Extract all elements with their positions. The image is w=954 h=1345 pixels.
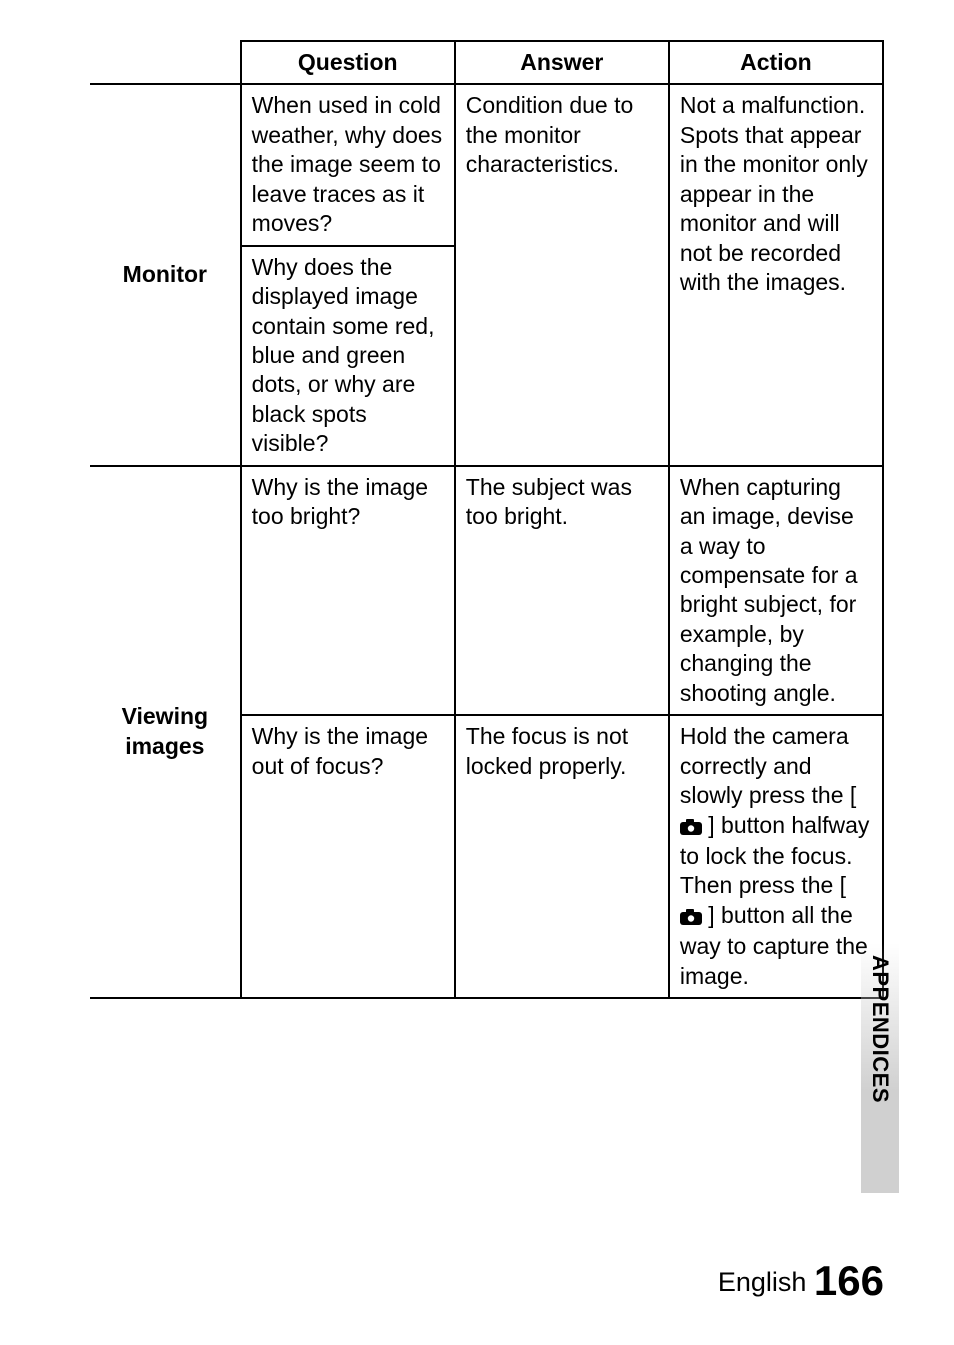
rowgroup-monitor: Monitor [90, 84, 241, 465]
footer-language: English [718, 1267, 807, 1297]
cell-answer: The subject was too bright. [455, 466, 669, 716]
cell-action: Hold the camera correctly and slowly pre… [669, 715, 883, 998]
action-text-part3: ] button all the way to capture the imag… [680, 902, 868, 989]
side-tab-appendices: APPENDICES [861, 943, 899, 1193]
cell-answer: The focus is not locked properly. [455, 715, 669, 998]
cell-question: When used in cold weather, why does the … [241, 84, 455, 245]
cell-question: Why does the displayed image contain som… [241, 246, 455, 466]
col-answer: Answer [455, 41, 669, 84]
action-text-part1: Hold the camera correctly and slowly pre… [680, 723, 856, 808]
cell-question: Why is the image out of focus? [241, 715, 455, 998]
troubleshooting-table: Question Answer Action Monitor When used… [90, 40, 884, 999]
cell-answer: Condition due to the monitor characteris… [455, 84, 669, 465]
cell-question: Why is the image too bright? [241, 466, 455, 716]
col-action: Action [669, 41, 883, 84]
col-question: Question [241, 41, 455, 84]
page-footer: English 166 [718, 1257, 884, 1305]
rowgroup-viewing: Viewing images [90, 466, 241, 998]
camera-icon [680, 903, 702, 932]
col-blank [90, 41, 241, 84]
footer-page-number: 166 [814, 1257, 884, 1304]
cell-action: Not a malfunction. Spots that appear in … [669, 84, 883, 465]
camera-icon [680, 813, 702, 842]
action-text-part2: ] button halfway to lock the focus. Then… [680, 812, 870, 899]
cell-action: When capturing an image, devise a way to… [669, 466, 883, 716]
